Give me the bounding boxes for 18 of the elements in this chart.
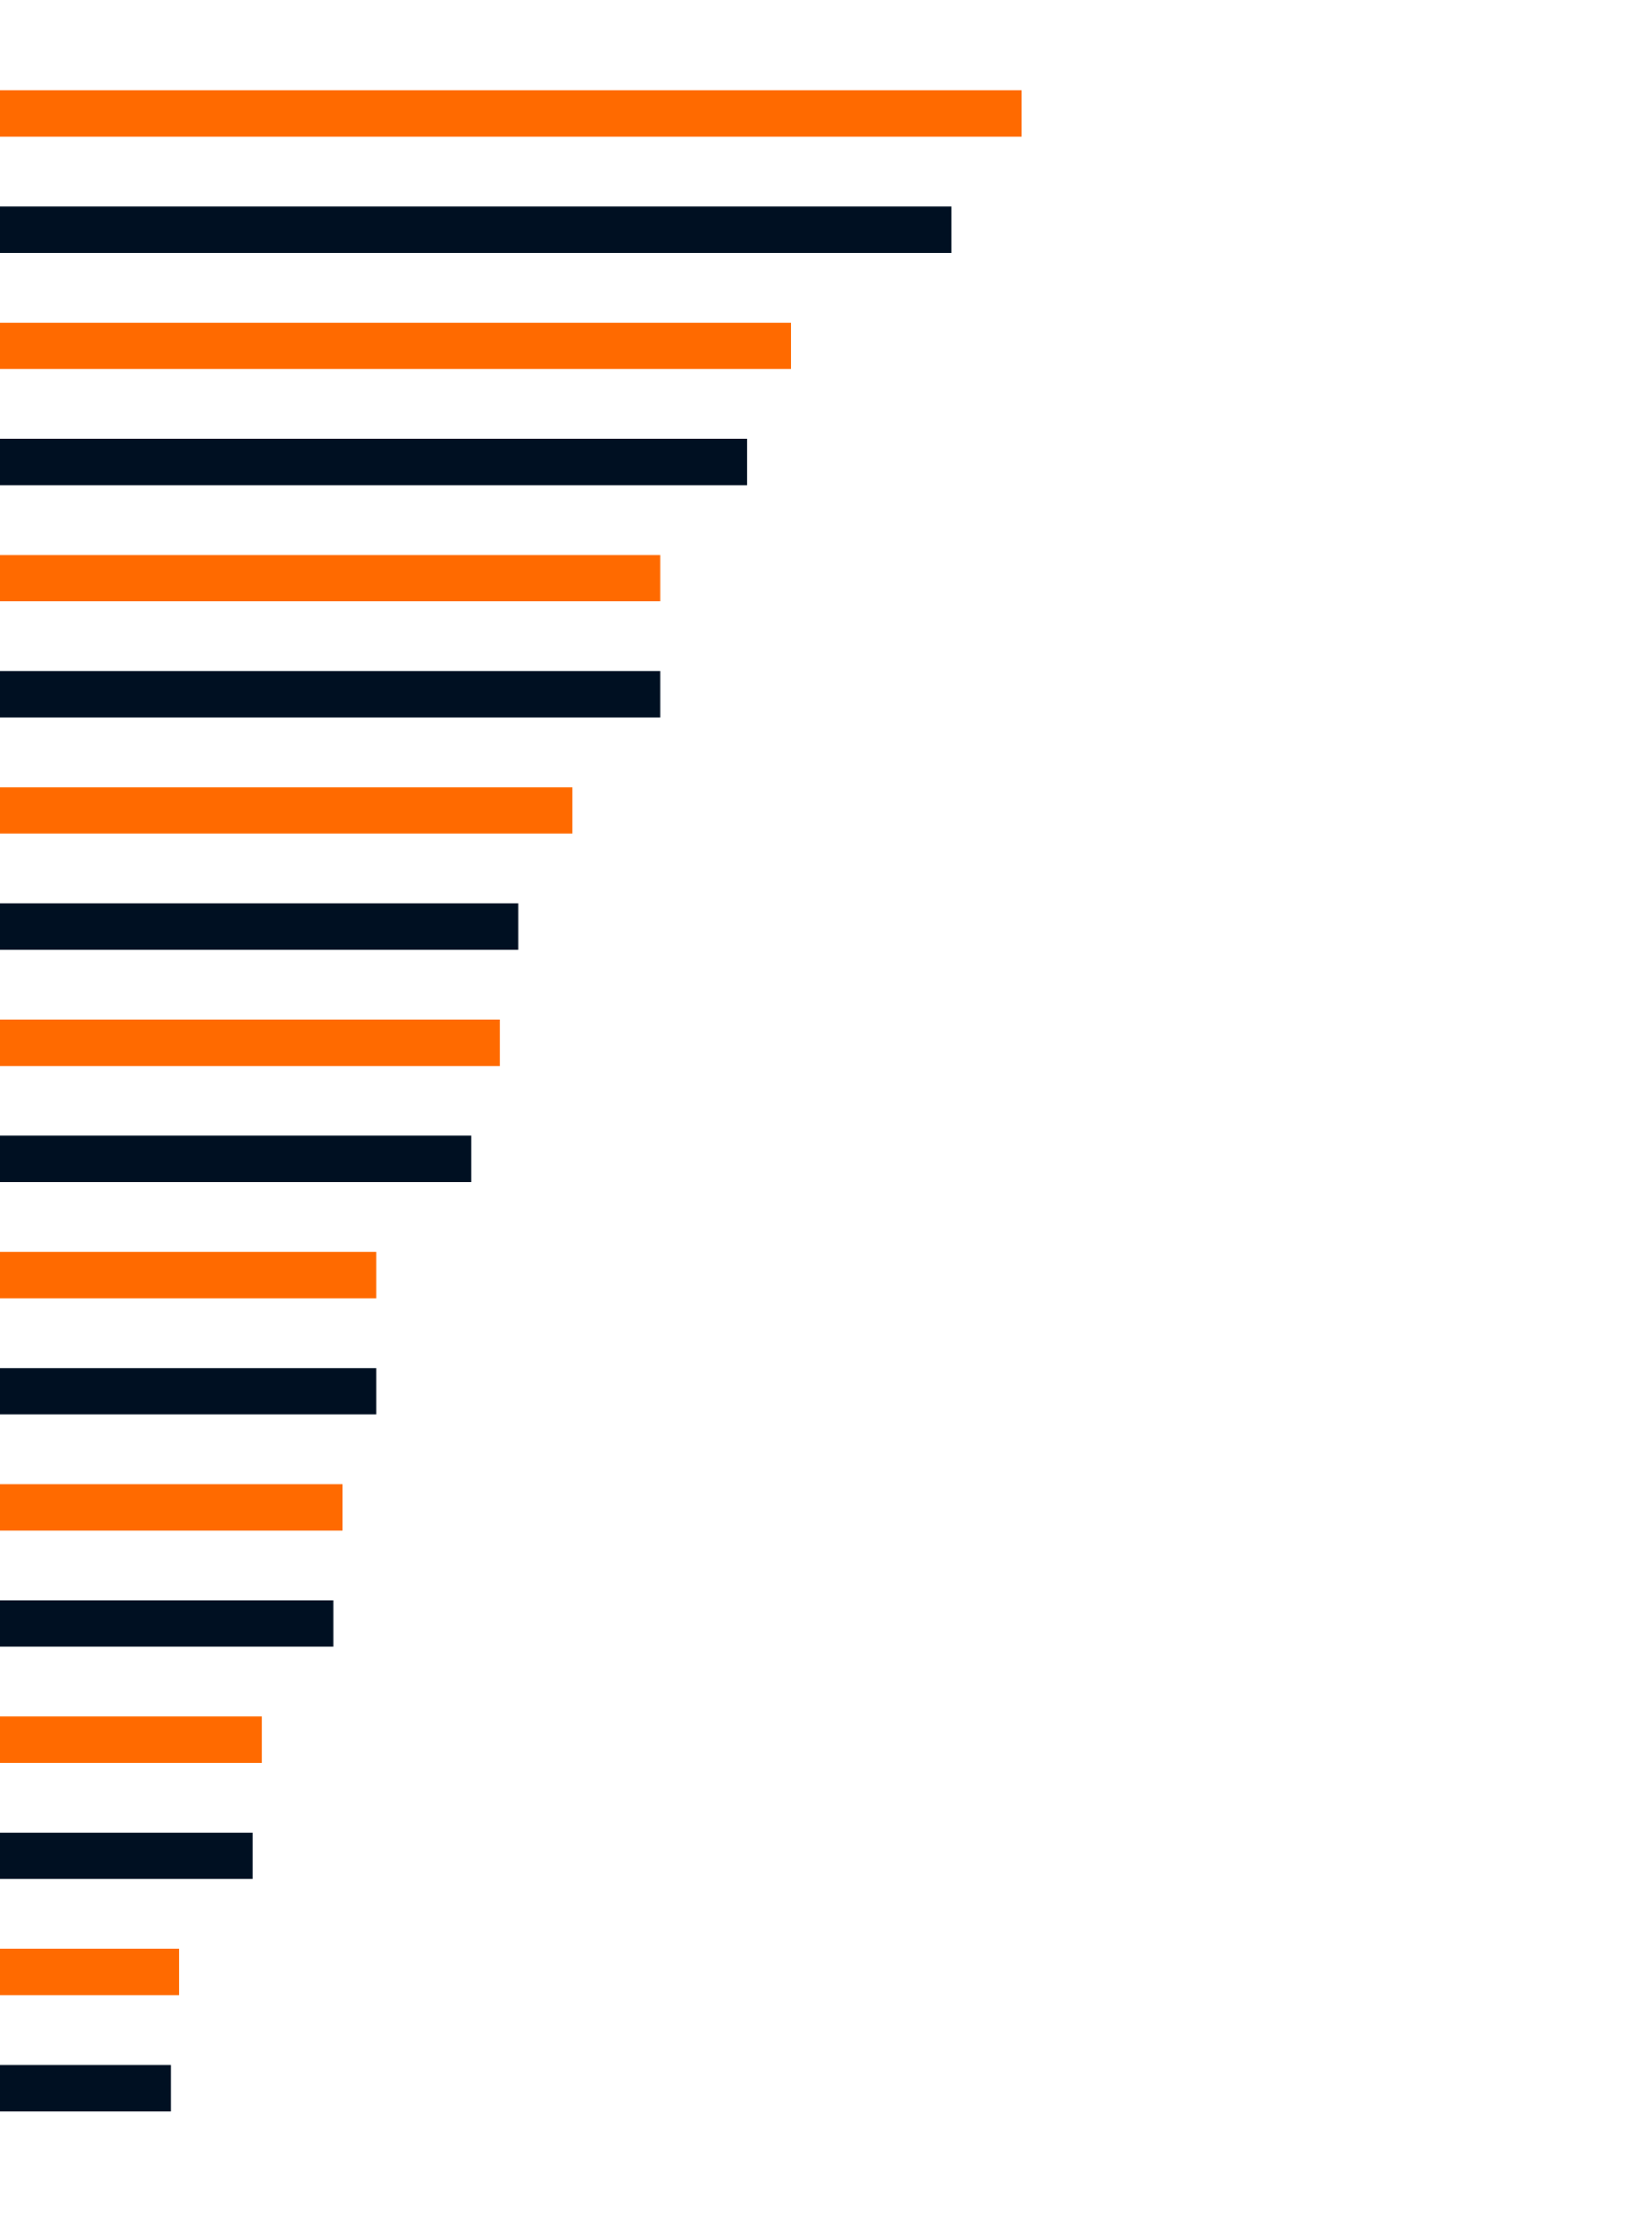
bar [0,1949,180,1995]
bar [0,1135,472,1183]
bar [0,903,519,951]
bar [0,1368,377,1415]
bar [0,555,661,602]
bar [0,670,661,718]
bar [0,90,1022,137]
bar [0,1599,334,1647]
bar [0,1484,343,1531]
bar [0,1832,253,1880]
bar [0,1019,500,1066]
bar [0,206,952,253]
bar [0,787,573,834]
bar [0,322,792,370]
bar [0,1716,263,1763]
bar [0,439,747,485]
bar [0,2064,171,2112]
bar [0,1251,377,1299]
